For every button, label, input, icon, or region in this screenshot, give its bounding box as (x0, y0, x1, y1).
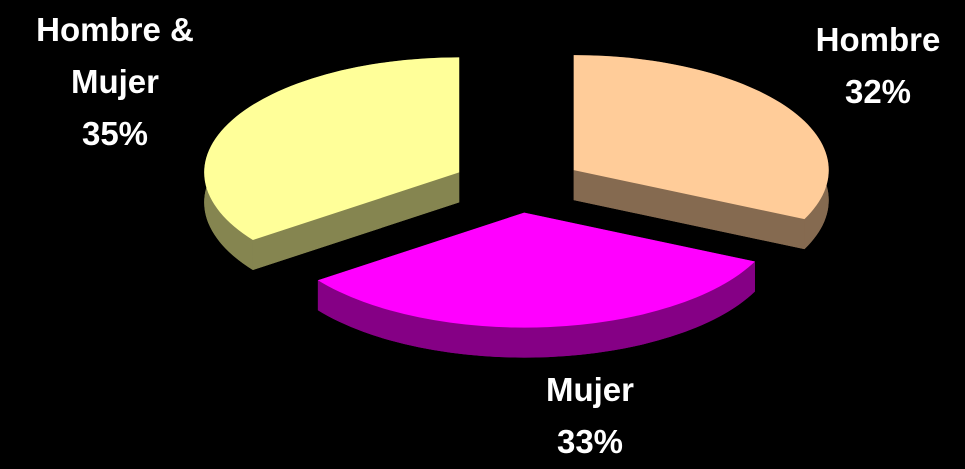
slice-top (204, 57, 460, 241)
category-label: Hombre & Mujer (36, 11, 194, 100)
category-label: Hombre (815, 21, 941, 58)
slice-rim (317, 261, 755, 358)
pie-slice (317, 212, 755, 358)
slice-top (573, 55, 829, 220)
slice-wall (252, 172, 460, 271)
value-label: 33% (556, 423, 624, 460)
category-label: Mujer (545, 371, 634, 408)
pie-slice (204, 57, 460, 271)
slice-wall (573, 170, 805, 250)
slice-label: Hombre & Mujer 35% (5, 4, 225, 160)
value-label: 35% (81, 115, 149, 152)
pie-slice (573, 55, 829, 250)
slice-top (317, 212, 755, 328)
slice-label: Mujer 33% (490, 364, 690, 468)
value-label: 32% (844, 73, 912, 110)
slice-label: Hombre 32% (778, 14, 965, 118)
